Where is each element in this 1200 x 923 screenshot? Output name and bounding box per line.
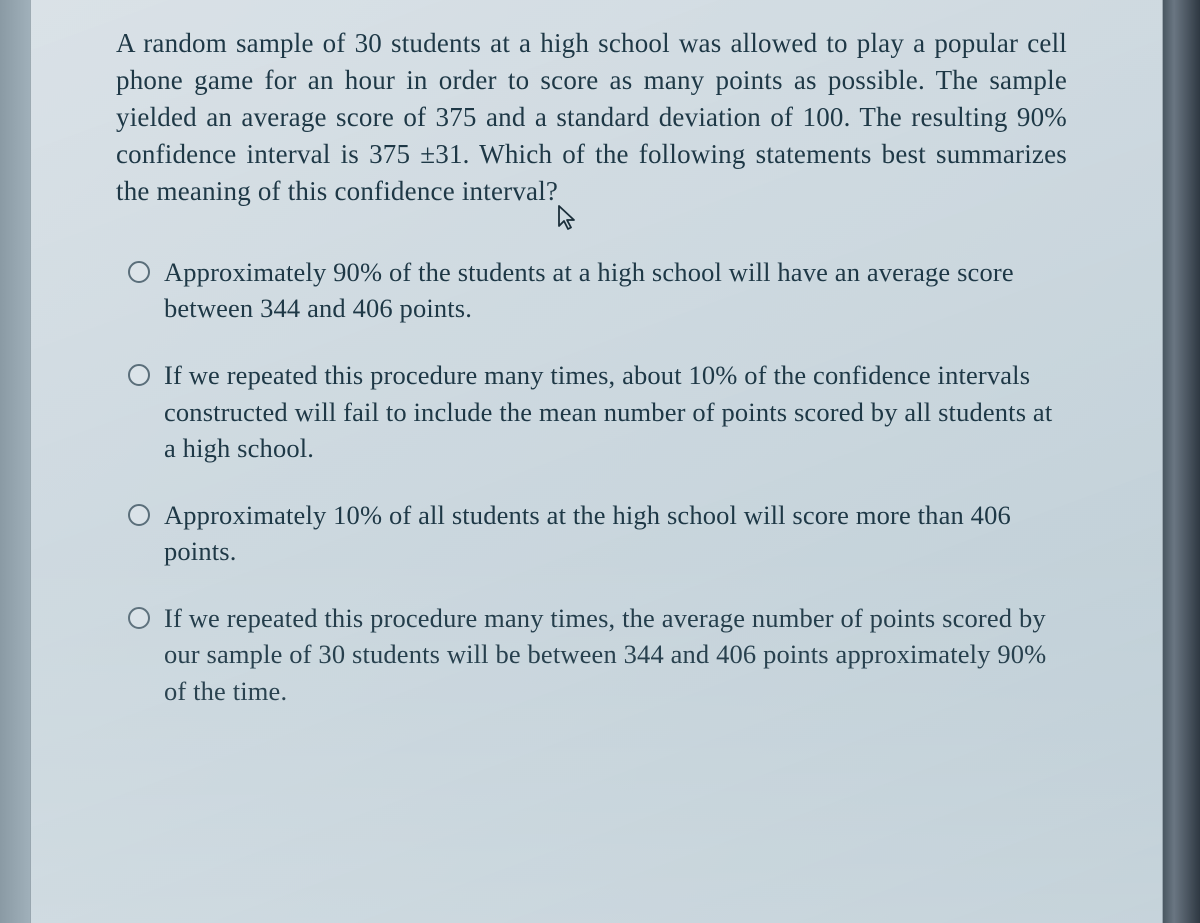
option-d[interactable]: If we repeated this procedure many times… — [128, 600, 1067, 710]
question-prompt: A random sample of 30 students at a high… — [116, 25, 1067, 210]
option-b-text: If we repeated this procedure many times… — [164, 357, 1067, 467]
option-d-text: If we repeated this procedure many times… — [164, 600, 1067, 710]
radio-d[interactable] — [128, 607, 150, 629]
radio-a[interactable] — [128, 261, 150, 283]
option-c[interactable]: Approximately 10% of all students at the… — [128, 497, 1067, 570]
radio-c[interactable] — [128, 504, 150, 526]
question-panel: A random sample of 30 students at a high… — [30, 0, 1163, 923]
option-a-text: Approximately 90% of the students at a h… — [164, 254, 1067, 327]
question-text-content: A random sample of 30 students at a high… — [116, 28, 1067, 206]
option-a[interactable]: Approximately 90% of the students at a h… — [128, 254, 1067, 327]
radio-b[interactable] — [128, 364, 150, 386]
option-b[interactable]: If we repeated this procedure many times… — [128, 357, 1067, 467]
answer-options: Approximately 90% of the students at a h… — [116, 254, 1067, 710]
screen-right-edge — [1163, 0, 1200, 923]
option-c-text: Approximately 10% of all students at the… — [164, 497, 1067, 570]
screen-left-edge — [0, 0, 30, 923]
